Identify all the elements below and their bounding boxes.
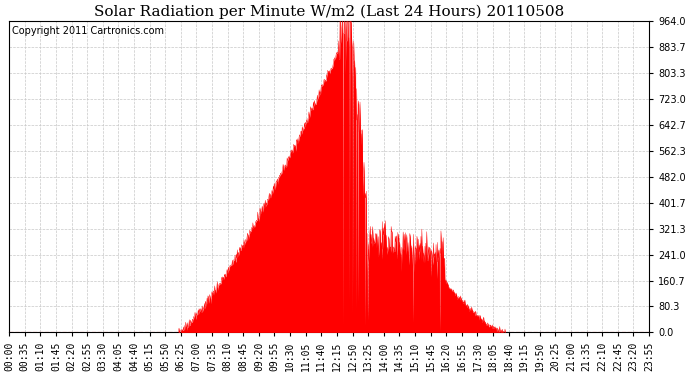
Title: Solar Radiation per Minute W/m2 (Last 24 Hours) 20110508: Solar Radiation per Minute W/m2 (Last 24…	[94, 4, 564, 18]
Text: Copyright 2011 Cartronics.com: Copyright 2011 Cartronics.com	[12, 26, 164, 36]
